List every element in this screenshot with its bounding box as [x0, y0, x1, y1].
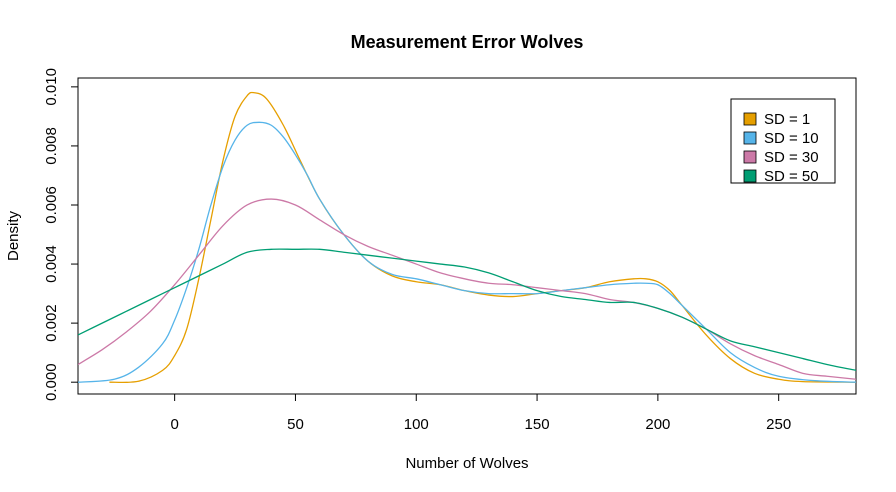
x-tick-label: 0 — [170, 416, 178, 433]
y-axis: 0.000 0.002 0.004 0.006 0.008 0.010 — [43, 68, 78, 401]
y-tick-label: 0.004 — [43, 245, 60, 283]
legend-label: SD = 10 — [764, 130, 819, 147]
plot-frame — [77, 77, 857, 395]
y-tick-label: 0.000 — [43, 363, 60, 401]
x-axis: 0 50 100 150 200 250 — [170, 394, 791, 433]
legend-swatch — [743, 169, 757, 183]
y-axis-label: Density — [5, 210, 22, 261]
series-line-sd-30 — [78, 198, 856, 380]
chart-title: Measurement Error Wolves — [351, 32, 584, 52]
legend-swatch — [743, 112, 757, 126]
legend: SD = 1 SD = 10 SD = 30 SD = 50 — [730, 98, 836, 185]
legend-swatch — [743, 150, 757, 164]
x-tick-label: 50 — [287, 416, 304, 433]
x-tick-label: 150 — [525, 416, 550, 433]
series-line-sd-10 — [78, 121, 856, 383]
x-tick-label: 200 — [645, 416, 670, 433]
legend-swatch — [743, 131, 757, 145]
x-tick-label: 100 — [404, 416, 429, 433]
legend-label: SD = 1 — [764, 111, 810, 128]
y-tick-label: 0.002 — [43, 304, 60, 342]
legend-label: SD = 30 — [764, 149, 819, 166]
series-line-sd-50 — [78, 248, 856, 372]
series-lines — [78, 91, 856, 384]
x-axis-label: Number of Wolves — [405, 455, 528, 472]
y-tick-label: 0.006 — [43, 186, 60, 224]
legend-label: SD = 50 — [764, 168, 819, 185]
y-tick-label: 0.008 — [43, 127, 60, 165]
y-tick-label: 0.010 — [43, 68, 60, 106]
x-tick-label: 250 — [766, 416, 791, 433]
